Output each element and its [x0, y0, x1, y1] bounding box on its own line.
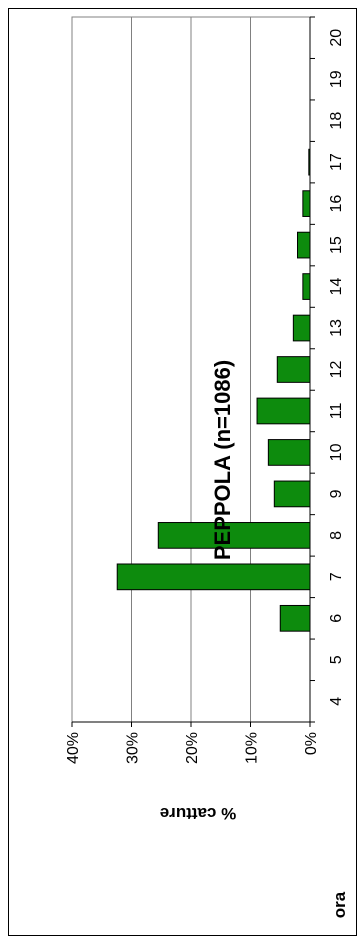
- category-tick-label: 19: [328, 70, 345, 88]
- bar: [276, 356, 311, 383]
- bars: [116, 148, 311, 632]
- category-tick-labels: 4 5 6 7 8 9 10 11 12 13 14 15 16 17 18 19 20: [328, 29, 345, 706]
- category-tick-label: 8: [328, 531, 345, 540]
- bar: [267, 439, 311, 466]
- category-tick-label: 20: [328, 29, 345, 47]
- value-tick-label: 0%: [303, 732, 320, 755]
- category-tick-label: 10: [328, 443, 345, 461]
- x-axis-title: ora: [330, 891, 349, 918]
- bar: [273, 480, 311, 508]
- gridlines: [131, 17, 251, 722]
- value-tick-label: 40%: [65, 732, 82, 764]
- category-tick-label: 13: [328, 319, 345, 337]
- value-tick-label: 10%: [244, 732, 261, 764]
- category-tick-label: 9: [328, 489, 345, 498]
- category-tick-label: 11: [328, 403, 345, 420]
- category-tick-label: 4: [328, 697, 345, 706]
- value-tick-label: 20%: [184, 732, 201, 764]
- value-ticks: [71, 722, 311, 727]
- value-tick-labels: 0% 10% 20% 30% 40%: [65, 732, 320, 764]
- bar: [292, 314, 311, 342]
- bar: [302, 273, 311, 300]
- bar: [116, 563, 311, 591]
- bar: [302, 190, 311, 217]
- category-tick-label: 16: [328, 195, 345, 213]
- category-tick-label: 6: [328, 614, 345, 623]
- value-tick-label: 30%: [125, 732, 142, 764]
- category-tick-label: 5: [328, 655, 345, 664]
- bar: [157, 522, 311, 549]
- category-tick-label: 18: [328, 112, 345, 130]
- chart-title: PEPPOLA (n=1086): [210, 360, 235, 560]
- category-tick-label: 7: [328, 572, 345, 581]
- category-tick-label: 15: [328, 236, 345, 254]
- category-tick-label: 17: [328, 153, 345, 171]
- category-tick-label: 12: [328, 361, 345, 379]
- y-axis-title: % catture: [160, 804, 237, 823]
- bar: [279, 604, 311, 632]
- bar: [256, 397, 311, 425]
- bar: [297, 231, 311, 259]
- category-tick-label: 14: [328, 278, 345, 296]
- category-ticks: [310, 16, 315, 723]
